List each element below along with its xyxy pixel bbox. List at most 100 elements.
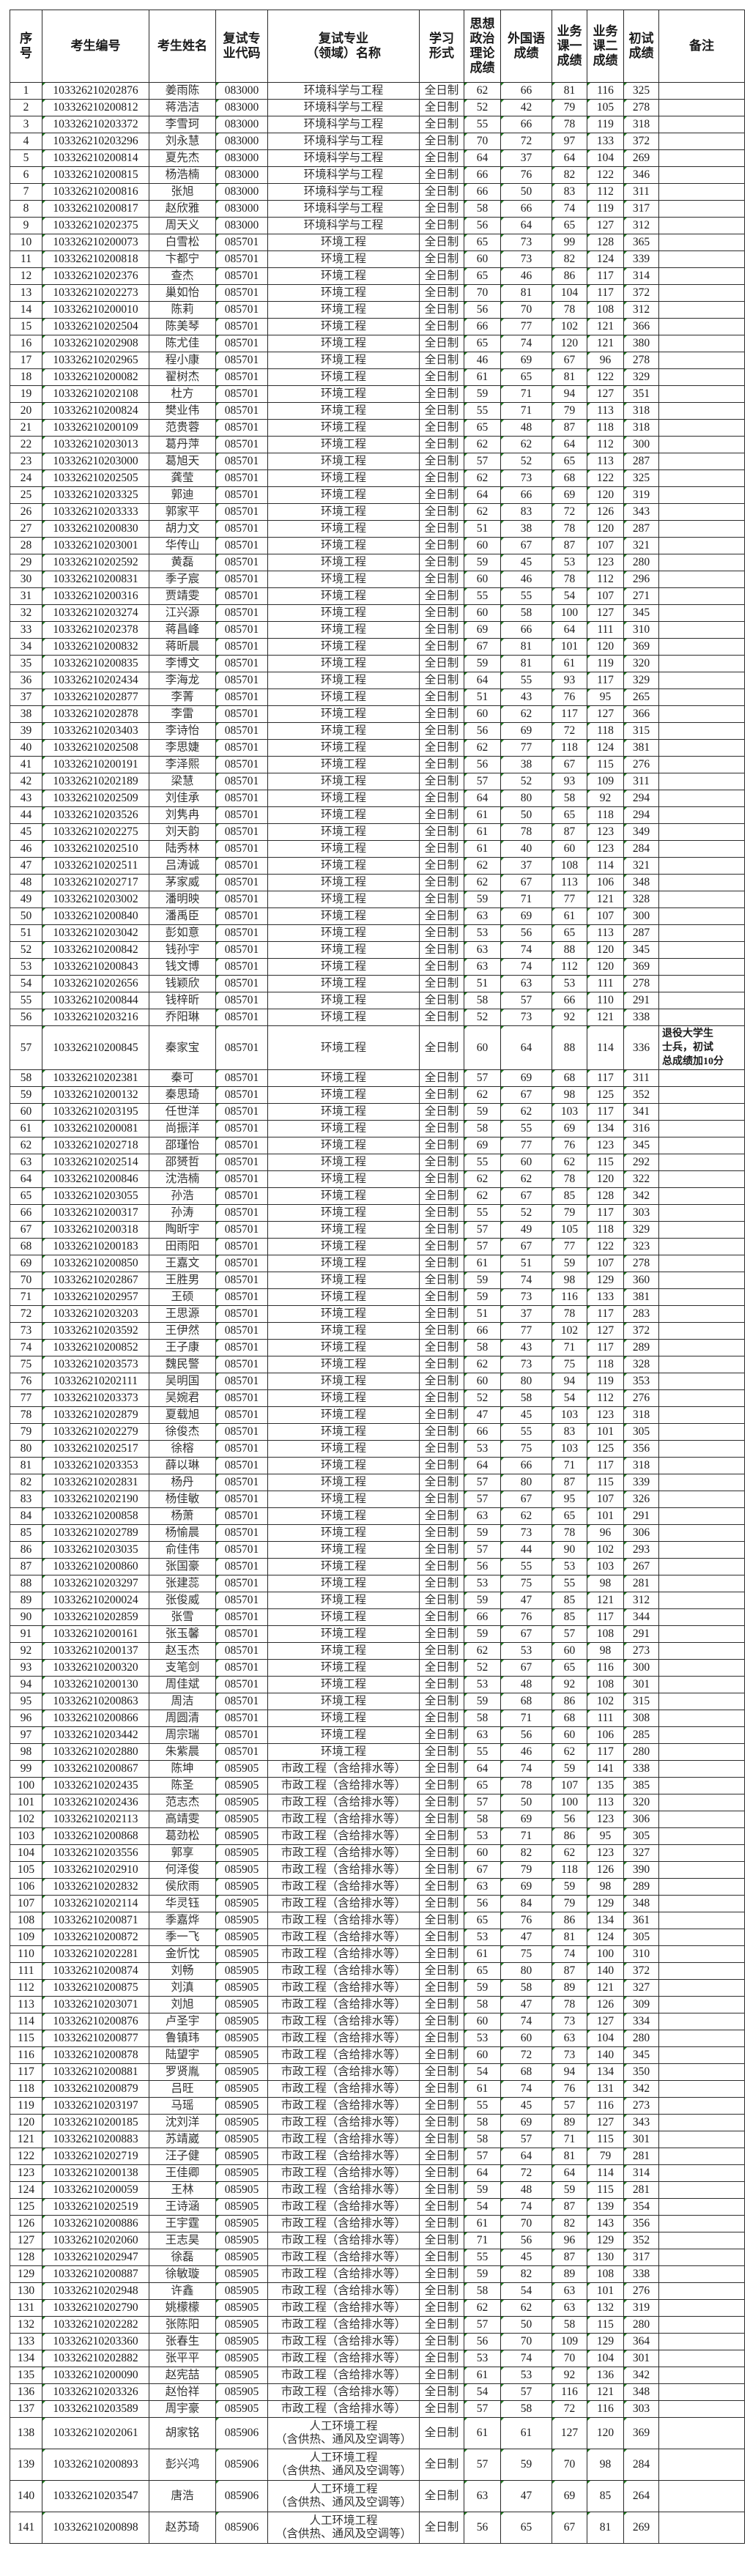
cell-study-mode: 全日制 [419,2063,464,2081]
cell-course1-score: 86 [552,1912,587,1929]
cell-course1-score: 93 [552,773,587,790]
cell-student-name: 潘禹臣 [149,907,216,925]
cell-major-name: 环境工程 [267,554,420,571]
cell-exam-id: 103326210200183 [42,1238,149,1255]
cell-major-code: 085701 [215,975,268,992]
cell-total-score: 311 [623,1069,659,1087]
cell-remarks [658,2046,745,2064]
cell-remarks [658,2063,745,2081]
cell-major-code: 083000 [215,183,268,201]
cell-politics-score: 59 [464,655,501,672]
cell-total-score: 390 [623,1861,659,1879]
cell-major-code: 085701 [215,453,268,470]
cell-course2-score: 113 [587,402,624,420]
cell-student-name: 李思婕 [149,739,216,757]
cell-remarks [658,368,745,386]
cell-study-mode: 全日制 [419,436,464,453]
cell-total-score: 287 [623,520,659,538]
cell-exam-id: 103326210200024 [42,1592,149,1609]
cell-remarks [658,1440,745,1458]
cell-course1-score: 68 [552,1710,587,1727]
table-row: 2 103326210200812 蒋浩洁 083000 环境科学与工程 全日制 52 42 7… [10,99,745,116]
cell-student-name: 王硕 [149,1288,216,1306]
cell-major-code: 085906 [215,2512,268,2544]
cell-study-mode: 全日制 [419,1592,464,1609]
cell-foreign-language-score: 77 [500,318,552,335]
cell-total-score: 316 [623,1120,659,1137]
cell-student-name: 周宗瑞 [149,1726,216,1744]
cell-major-code: 085701 [215,621,268,639]
cell-study-mode: 全日制 [419,2030,464,2047]
cell-student-name: 何泽俊 [149,1861,216,1879]
cell-course2-score: 117 [587,672,624,689]
cell-major-name: 市政工程（含给排水等） [267,2215,420,2232]
cell-study-mode: 全日制 [419,773,464,790]
table-row: 50 103326210200840 潘禹臣 085701 环境工程 全日制 63 69 61 1… [10,907,745,925]
cell-course1-score: 89 [552,1979,587,1997]
cell-course2-score: 136 [587,2367,624,2384]
cell-student-name: 杨浩楠 [149,166,216,184]
cell-foreign-language-score: 48 [500,419,552,437]
cell-foreign-language-score: 55 [500,1423,552,1441]
cell-study-mode: 全日制 [419,419,464,437]
cell-student-name: 钱梓昕 [149,992,216,1009]
cell-remarks [658,1743,745,1761]
cell-course1-score: 81 [552,368,587,386]
cell-politics-score: 66 [464,183,501,201]
cell-study-mode: 全日制 [419,486,464,504]
cell-course1-score: 94 [552,1373,587,1390]
cell-major-name: 环境科学与工程 [267,183,420,201]
cell-total-score: 343 [623,2114,659,2131]
cell-politics-score: 61 [464,840,501,858]
cell-remarks [658,1895,745,1912]
cell-remarks [658,1996,745,2013]
cell-foreign-language-score: 75 [500,1575,552,1592]
table-row: 106 103326210202832 侯欣雨 085905 市政工程（含给排水等） 全日… [10,1878,745,1896]
cell-remarks [658,2400,745,2418]
cell-course2-score: 117 [587,1339,624,1356]
cell-student-name: 胡力文 [149,520,216,538]
cell-study-mode: 全日制 [419,200,464,218]
cell-remarks [658,1608,745,1626]
cell-major-name: 环境工程 [267,739,420,757]
cell-foreign-language-score: 66 [500,1457,552,1474]
cell-remarks [658,874,745,891]
cell-major-name: 市政工程（含给排水等） [267,2333,420,2350]
cell-course2-score: 119 [587,116,624,133]
cell-study-mode: 全日制 [419,2198,464,2216]
header-remarks: 备注 [658,10,745,83]
cell-student-name: 陶昕宇 [149,1221,216,1239]
cell-course1-score: 69 [552,1120,587,1137]
cell-politics-score: 59 [464,1693,501,1710]
cell-exam-id: 103326210202831 [42,1474,149,1491]
cell-study-mode: 全日制 [419,2383,464,2401]
table-row: 103 103326210200868 葛劲松 085905 市政工程（含给排水等） 全日… [10,1827,745,1845]
cell-exam-id: 103326210200137 [42,1642,149,1660]
table-row: 122 103326210202719 汪子健 085905 市政工程（含给排水等） 全日… [10,2148,745,2165]
cell-remarks [658,1322,745,1340]
cell-course2-score: 120 [587,958,624,976]
cell-student-name: 杜方 [149,385,216,403]
cell-remarks [658,267,745,285]
header-name: 考生姓名 [149,10,216,83]
cell-seq: 39 [10,722,42,740]
cell-total-score: 381 [623,739,659,757]
cell-foreign-language-score: 58 [500,604,552,622]
cell-foreign-language-score: 62 [500,705,552,723]
cell-politics-score: 62 [464,1356,501,1373]
cell-seq: 55 [10,992,42,1009]
table-row: 68 103326210200183 田雨阳 085701 环境工程 全日制 57 67 77 1… [10,1238,745,1255]
cell-politics-score: 53 [464,1676,501,1693]
table-row: 34 103326210200832 蒋昕晨 085701 环境工程 全日制 67 81 101… [10,638,745,656]
cell-total-score: 345 [623,2046,659,2064]
cell-politics-score: 65 [464,234,501,251]
cell-student-name: 杨佳敏 [149,1491,216,1508]
cell-student-name: 姚檬檬 [149,2299,216,2317]
cell-seq: 47 [10,857,42,875]
cell-student-name: 沈刘洋 [149,2114,216,2131]
cell-seq: 26 [10,503,42,521]
table-row: 84 103326210200858 杨萧 085701 环境工程 全日制 63 62 65 10… [10,1507,745,1525]
cell-seq: 122 [10,2148,42,2165]
cell-seq: 29 [10,554,42,571]
cell-seq: 100 [10,1777,42,1794]
